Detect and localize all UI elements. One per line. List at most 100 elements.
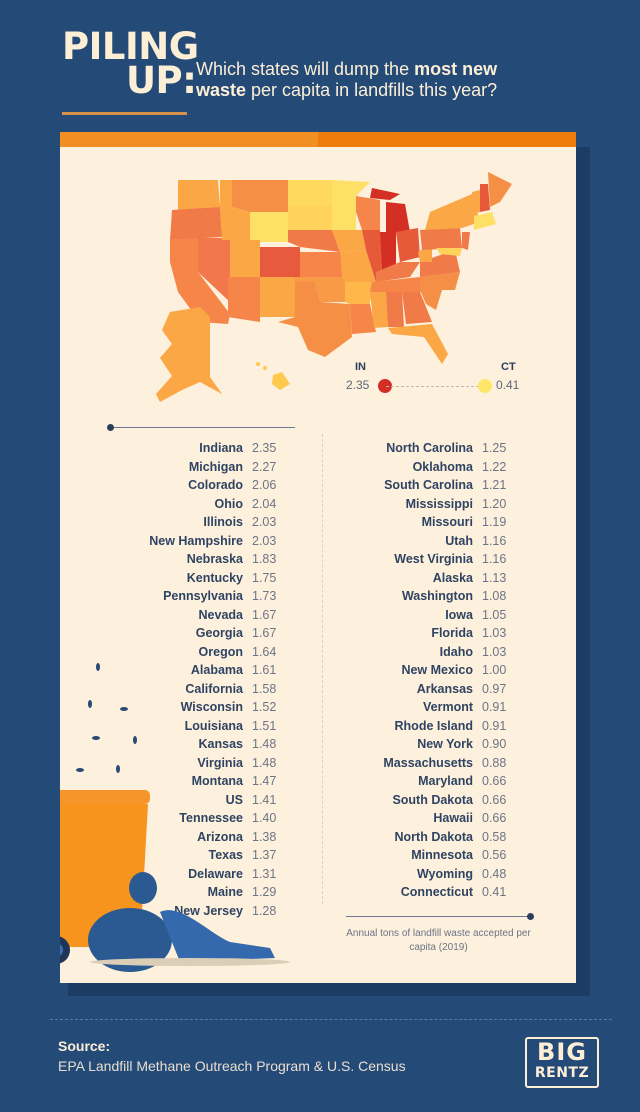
- state-value: 2.04: [252, 496, 277, 511]
- logo-top: BIG: [537, 1038, 587, 1066]
- list-item: Virginia 1.48: [108, 754, 276, 773]
- state-value: 2.03: [252, 533, 277, 548]
- state-name: Mississippi: [405, 496, 473, 511]
- state-fl: [388, 324, 448, 364]
- state-value: 1.41: [252, 792, 277, 807]
- state-me: [488, 172, 512, 207]
- state-value: 0.56: [482, 848, 507, 863]
- state-vt: [472, 190, 480, 214]
- state-name: Texas: [208, 848, 243, 863]
- state-nc: [420, 272, 460, 290]
- state-pa: [420, 228, 462, 250]
- list-item: Maryland 0.66: [338, 772, 506, 791]
- state-value: 1.05: [482, 607, 507, 622]
- state-la: [350, 304, 376, 334]
- state-name: New Jersey: [174, 903, 243, 918]
- state-nm: [260, 277, 295, 317]
- list-item: Mississippi 1.20: [338, 495, 507, 514]
- subtitle: Which states will dump the most new waste…: [196, 59, 596, 101]
- list-item: Texas 1.37: [108, 846, 276, 865]
- state-name: Indiana: [199, 441, 243, 456]
- us-choropleth-map: [156, 172, 512, 402]
- state-name: Ohio: [214, 496, 243, 511]
- state-value: 1.67: [252, 607, 277, 622]
- list-item: Arizona 1.38: [108, 828, 276, 847]
- list-item: New Jersey 1.28: [108, 902, 276, 921]
- page-title: PILING UP:: [62, 28, 199, 102]
- state-name: Rhode Island: [394, 718, 473, 733]
- list-item: Oregon 1.64: [108, 643, 277, 662]
- list-item: Ohio 2.04: [108, 495, 277, 514]
- list-item: Rhode Island 0.91: [338, 717, 507, 736]
- list-item: Minnesota 0.56: [338, 846, 506, 865]
- unit-note: Annual tons of landfill waste accepted p…: [346, 928, 531, 953]
- state-ak: [156, 307, 222, 402]
- state-ma-ct: [474, 212, 496, 230]
- list-item: North Carolina 1.25: [338, 439, 506, 458]
- state-name: Nebraska: [186, 552, 243, 567]
- list-item: Massachusetts 0.88: [338, 754, 506, 773]
- state-name: Michigan: [188, 459, 243, 474]
- state-name: New Mexico: [401, 663, 473, 678]
- state-value: 1.20: [482, 496, 507, 511]
- logo-bottom: RENTZ: [534, 1065, 590, 1081]
- title-line-2: UP:: [126, 59, 197, 102]
- state-mo: [340, 250, 376, 282]
- state-name: New York: [417, 737, 473, 752]
- state-ar: [345, 282, 372, 304]
- state-name: Massachusetts: [383, 755, 473, 770]
- state-value: 1.52: [252, 700, 277, 715]
- list-item: Nebraska 1.83: [108, 550, 277, 569]
- state-value: 1.22: [482, 459, 507, 474]
- list-item: Tennessee 1.40: [108, 809, 276, 828]
- list-item: Pennsylvania 1.73: [108, 587, 276, 606]
- state-az: [228, 277, 260, 322]
- state-value: 1.08: [482, 589, 507, 604]
- state-value: 0.66: [482, 792, 507, 807]
- state-wy: [250, 212, 288, 242]
- legend-low-dot: [478, 379, 492, 393]
- list-item: Colorado 2.06: [108, 476, 276, 495]
- state-sc: [420, 290, 442, 310]
- ranking-list-right: North Carolina 1.25 Oklahoma 1.22 South Caro…: [338, 439, 506, 902]
- state-value: 1.61: [252, 663, 277, 678]
- state-name: Louisiana: [184, 718, 243, 733]
- state-name: Wisconsin: [180, 700, 243, 715]
- state-mt: [232, 180, 288, 212]
- state-ky: [376, 262, 420, 282]
- state-value: 1.64: [252, 644, 277, 659]
- list-item: Vermont 0.91: [338, 698, 506, 717]
- state-ne: [288, 230, 340, 252]
- legend-high-label: IN: [355, 361, 366, 373]
- list-item: Oklahoma 1.22: [338, 458, 507, 477]
- state-name: Georgia: [195, 626, 243, 641]
- state-name: South Carolina: [384, 478, 473, 493]
- source-title: Source:: [58, 1038, 111, 1054]
- state-name: Utah: [445, 533, 473, 548]
- state-value: 1.75: [252, 570, 277, 585]
- state-ny: [425, 194, 480, 230]
- state-oh: [396, 228, 420, 262]
- state-value: 0.41: [482, 885, 507, 900]
- chart-card: IN 2.35 CT 0.41 Indiana 2.35 Michigan 2.27 C…: [60, 132, 576, 983]
- state-name: Arkansas: [416, 681, 473, 696]
- state-value: 1.48: [252, 737, 277, 752]
- state-name: Arizona: [197, 829, 243, 844]
- state-value: 0.91: [482, 718, 507, 733]
- list-item: South Dakota 0.66: [338, 791, 506, 810]
- state-value: 1.16: [482, 533, 507, 548]
- state-value: 0.66: [482, 774, 507, 789]
- state-value: 0.91: [482, 700, 507, 715]
- state-value: 1.37: [252, 848, 277, 863]
- state-name: Virginia: [197, 755, 243, 770]
- state-value: 0.58: [482, 829, 507, 844]
- state-value: 1.38: [252, 829, 277, 844]
- state-name: Maine: [207, 885, 243, 900]
- state-value: 1.48: [252, 755, 277, 770]
- state-name: Iowa: [445, 607, 473, 622]
- state-value: 1.03: [482, 626, 507, 641]
- list-bottom-rule: [346, 913, 534, 920]
- legend-high-value: 2.35: [346, 378, 370, 392]
- state-value: 1.29: [252, 885, 277, 900]
- state-name: Kentucky: [186, 570, 243, 585]
